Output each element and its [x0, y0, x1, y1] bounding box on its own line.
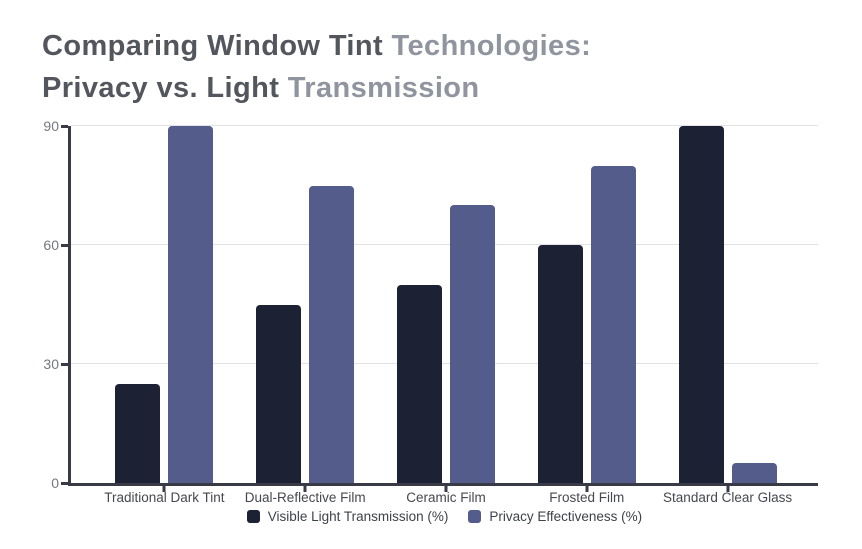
x-tick-mark-ceramic-film [444, 486, 448, 492]
x-axis-line [68, 483, 818, 486]
y-tick-label-0: 0 [51, 475, 59, 491]
legend-label-privacy-effectiveness: Privacy Effectiveness (%) [489, 509, 643, 524]
x-label-frosted-film: Frosted Film [549, 490, 625, 505]
y-axis-line [68, 126, 71, 486]
category-band-frosted-film [516, 126, 657, 492]
y-tick-label-30: 30 [43, 356, 59, 373]
y-tick-label-60: 60 [43, 237, 59, 254]
legend-item-visible-light-transmission[interactable]: Visible Light Transmission (%) [246, 509, 449, 524]
title-line1-secondary: Technologies: [391, 30, 592, 63]
bar-privacy-effectiveness-dual-reflective-film[interactable] [309, 185, 355, 483]
y-tick-mark-30 [61, 362, 68, 366]
title-line2: Privacy vs. Light Transmission [42, 72, 480, 104]
x-label-standard-clear-glass: Standard Clear Glass [663, 490, 793, 505]
category-band-standard-clear-glass [657, 126, 798, 492]
y-tick-mark-90 [61, 124, 68, 128]
x-tick-mark-frosted-film [585, 486, 589, 492]
gridline-60 [71, 244, 818, 245]
x-tick-mark-traditional-dark-tint [162, 486, 166, 492]
bar-visible-light-transmission-ceramic-film[interactable] [396, 284, 442, 483]
bar-privacy-effectiveness-standard-clear-glass[interactable] [731, 463, 777, 483]
legend: Visible Light Transmission (%) Privacy Ef… [71, 509, 818, 524]
legend-item-privacy-effectiveness[interactable]: Privacy Effectiveness (%) [468, 509, 642, 524]
bar-visible-light-transmission-dual-reflective-film[interactable] [256, 304, 302, 483]
category-band-dual-reflective-film [235, 126, 376, 492]
category-band-ceramic-film [376, 126, 517, 492]
bar-visible-light-transmission-traditional-dark-tint[interactable] [115, 383, 161, 483]
legend-swatch-visible-light-transmission [246, 510, 260, 523]
legend-swatch-privacy-effectiveness [468, 510, 482, 523]
title-line1: Comparing Window Tint Technologies: [42, 30, 591, 62]
plot-area: 0 30 60 90 [43, 118, 818, 492]
bar-groups [94, 126, 798, 492]
x-label-traditional-dark-tint: Traditional Dark Tint [104, 490, 225, 505]
x-axis-labels: Traditional Dark Tint Dual-Reflective Fil… [94, 490, 798, 505]
bar-privacy-effectiveness-traditional-dark-tint[interactable] [168, 126, 214, 483]
page-title: Comparing Window Tint Technologies: Priv… [42, 25, 591, 109]
title-line2-primary: Privacy vs. Light [42, 72, 280, 105]
title-line1-primary: Comparing Window Tint [42, 30, 384, 63]
gridline-90 [71, 125, 818, 126]
bar-visible-light-transmission-standard-clear-glass[interactable] [678, 126, 724, 483]
gridline-30 [71, 363, 818, 364]
x-label-ceramic-film: Ceramic Film [406, 490, 486, 505]
bar-privacy-effectiveness-frosted-film[interactable] [590, 165, 636, 483]
title-line2-secondary: Transmission [287, 72, 480, 105]
bar-visible-light-transmission-frosted-film[interactable] [537, 245, 583, 483]
category-band-traditional-dark-tint [94, 126, 235, 492]
x-tick-mark-standard-clear-glass [726, 486, 730, 492]
x-label-dual-reflective-film: Dual-Reflective Film [244, 490, 366, 505]
y-tick-mark-0 [61, 481, 68, 485]
x-tick-mark-dual-reflective-film [303, 486, 307, 492]
bar-privacy-effectiveness-ceramic-film[interactable] [449, 205, 495, 483]
y-tick-label-90: 90 [43, 118, 59, 134]
y-tick-mark-60 [61, 243, 68, 247]
legend-label-visible-light-transmission: Visible Light Transmission (%) [267, 509, 449, 524]
